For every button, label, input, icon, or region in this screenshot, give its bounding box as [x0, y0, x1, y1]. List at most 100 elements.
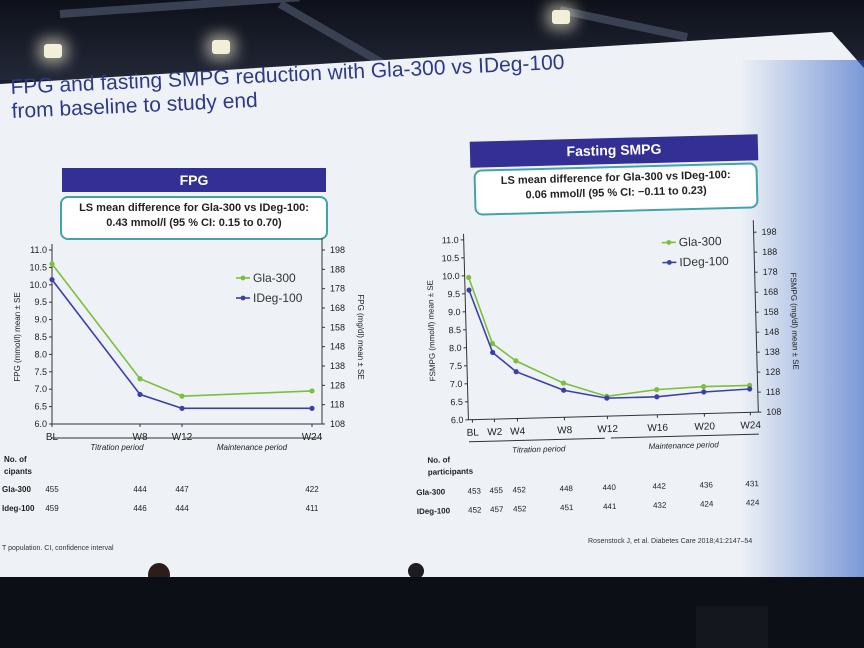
fsmpg-participants-count: 432 — [653, 501, 667, 510]
fsmpg-y-right-tick-label: 148 — [764, 327, 779, 337]
fsmpg-x-tick-label: W12 — [597, 424, 618, 436]
fpg-y-right-tick-label: 138 — [330, 361, 345, 371]
fsmpg-point-gla-300 — [701, 383, 707, 390]
fsmpg-participants-count: 457 — [490, 505, 504, 514]
fpg-y-right-tick-label: 198 — [330, 245, 345, 255]
fpg-participants-count: 447 — [175, 485, 189, 494]
fpg-chart: 6.0 6.5 7.0 7.5 8.0 8.5 9.0 9.5 10.0 10.5 11.0 108 1… — [2, 238, 365, 513]
fsmpg-y-axis-right — [752, 220, 759, 413]
fpg-point-gla-300 — [179, 393, 185, 399]
fpg-series-line-gla-300 — [51, 263, 313, 397]
fsmpg-series-line-ideg-100 — [468, 289, 750, 399]
fpg-y-tick-label: 7.0 — [34, 384, 47, 394]
podium — [696, 606, 768, 648]
fpg-point-ideg-100 — [49, 276, 55, 283]
fsmpg-titration-label: Titration period — [512, 444, 566, 454]
fsmpg-y-tick-label: 6.0 — [451, 415, 464, 425]
fsmpg-x-tick-label: W4 — [510, 426, 526, 437]
fpg-y-right-tick-label: 148 — [330, 342, 345, 352]
fsmpg-y-tick-label: 10.0 — [442, 271, 460, 281]
fpg-legend-marker — [240, 295, 246, 301]
fsmpg-y-right-tick-label: 188 — [762, 247, 777, 257]
fpg-y-tick-label: 8.5 — [34, 332, 47, 342]
fpg-y-axis-right-title: FPG (mg/dl) mean ± SE — [356, 294, 365, 379]
fpg-series-line-ideg-100 — [51, 279, 312, 410]
fsmpg-y-right-tick-label: 198 — [761, 227, 776, 237]
fsmpg-point-gla-300 — [489, 340, 496, 347]
fsmpg-participants-label: No. of — [427, 455, 450, 465]
fsmpg-x-tick-label: W8 — [557, 425, 573, 436]
fpg-y-right-tick-label: 108 — [330, 419, 345, 429]
fpg-panel-header: FPG — [62, 168, 326, 192]
fsmpg-legend-label: IDeg-100 — [679, 254, 729, 269]
fsmpg-participants-count: 455 — [489, 486, 503, 495]
fsmpg-y-tick-label: 6.5 — [450, 397, 463, 407]
fpg-y-tick-label: 10.0 — [29, 280, 47, 290]
fsmpg-legend-label: Gla-300 — [679, 234, 722, 249]
fsmpg-point-ideg-100 — [561, 387, 567, 393]
fsmpg-legend-marker — [666, 260, 672, 265]
fsmpg-y-right-tick-label: 178 — [763, 267, 778, 277]
fsmpg-y-axis — [463, 233, 469, 420]
fsmpg-y-right-tick-label: 128 — [765, 367, 780, 377]
fsmpg-participants-count: 448 — [559, 484, 573, 493]
fsmpg-participants-count: 424 — [700, 499, 714, 508]
fsmpg-y-right-tick-label: 168 — [763, 287, 778, 297]
fsmpg-participants-count: 452 — [513, 504, 527, 513]
fpg-y-tick-label: 9.5 — [34, 297, 47, 307]
fsmpg-legend-marker — [666, 240, 672, 245]
fpg-participants-count: 411 — [306, 504, 319, 513]
fpg-point-gla-300 — [49, 261, 55, 267]
fsmpg-y-right-tick-label: 158 — [764, 307, 779, 317]
fsmpg-participants-count: 424 — [746, 498, 760, 507]
fpg-y-right-tick-label: 128 — [330, 380, 345, 390]
fsmpg-point-gla-300 — [654, 387, 660, 393]
fsmpg-participants-count: 440 — [602, 483, 616, 492]
fsmpg-point-gla-300 — [466, 274, 472, 281]
fsmpg-participants-row-label: Gla-300 — [416, 487, 446, 497]
fpg-y-right-tick-label: 178 — [330, 284, 345, 294]
fpg-participants-count: 422 — [305, 485, 319, 494]
fsmpg-point-ideg-100 — [513, 369, 519, 375]
fsmpg-titration-arrow — [468, 437, 605, 443]
fpg-callout-line-1: LS mean difference for Gla-300 vs IDeg-1… — [79, 202, 309, 214]
fsmpg-participants-count: 451 — [560, 503, 574, 512]
fpg-maintenance-label: Maintenance period — [217, 443, 288, 452]
fpg-legend-label: IDeg-100 — [253, 291, 303, 305]
fsmpg-y-right-tick-label: 138 — [765, 347, 780, 357]
fsmpg-participants-count: 436 — [699, 480, 713, 489]
fsmpg-y-tick-label: 9.0 — [448, 307, 461, 317]
fsmpg-chart: 6.0 6.5 7.0 7.5 8.0 8.5 9.0 9.5 10.0 10.5 11.0 108 1… — [416, 220, 800, 516]
fpg-y-tick-label: 6.0 — [34, 419, 47, 429]
fsmpg-y-tick-label: 9.5 — [447, 289, 460, 299]
fsmpg-point-ideg-100 — [466, 287, 472, 293]
fsmpg-maintenance-label: Maintenance period — [648, 440, 719, 451]
fpg-participants-count: 444 — [133, 485, 147, 494]
fsmpg-y-tick-label: 7.5 — [449, 361, 462, 371]
fpg-y-right-tick-label: 168 — [330, 303, 345, 313]
fsmpg-y-axis-title: FSMPG (mmol/l) mean ± SE — [426, 280, 438, 381]
fpg-legend-marker — [240, 275, 246, 281]
fpg-callout-line-2: 0.43 mmol/l (95 % CI: 0.15 to 0.70) — [106, 217, 282, 229]
fpg-y-right-tick-label: 118 — [330, 400, 344, 410]
fpg-point-gla-300 — [137, 376, 143, 382]
fsmpg-x-tick-label: W16 — [647, 423, 668, 435]
fpg-participants-label: cipants — [4, 467, 33, 476]
fsmpg-series-line-gla-300 — [467, 277, 750, 398]
fpg-participants-row-label: Gla-300 — [2, 485, 31, 494]
fpg-point-ideg-100 — [179, 405, 185, 411]
fsmpg-x-tick-label: W24 — [740, 420, 761, 432]
screen-edge-glow — [740, 60, 864, 580]
fpg-y-tick-label: 11.0 — [30, 245, 47, 255]
fsmpg-y-tick-label: 11.0 — [442, 235, 459, 245]
fsmpg-maintenance-arrow — [610, 433, 759, 439]
fsmpg-point-ideg-100 — [701, 389, 707, 395]
projection-screen — [0, 32, 864, 577]
fsmpg-participants-count: 441 — [603, 502, 617, 511]
fsmpg-point-ideg-100 — [490, 349, 496, 356]
fpg-participants-row-label: Ideg-100 — [2, 504, 35, 513]
fsmpg-x-tick-label: W2 — [487, 427, 503, 438]
fsmpg-x-axis — [468, 411, 759, 421]
fsmpg-participants-count: 452 — [512, 485, 526, 494]
